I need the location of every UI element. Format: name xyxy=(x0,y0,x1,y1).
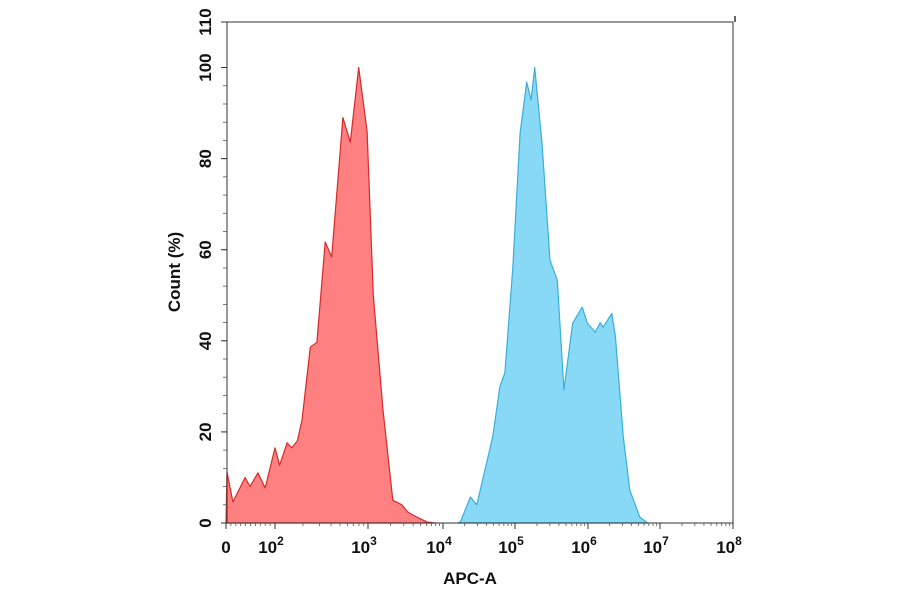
histogram-series-0 xyxy=(225,66,437,524)
x-tick-label: 107 xyxy=(643,534,669,557)
y-tick-label: 20 xyxy=(196,422,215,441)
histogram-series-1 xyxy=(456,66,649,524)
x-tick-label: 104 xyxy=(426,534,452,557)
x-tick-label: 102 xyxy=(258,534,284,557)
y-axis-title: Count (%) xyxy=(165,232,184,312)
y-tick-label: 80 xyxy=(196,149,215,168)
plot-frame xyxy=(226,21,734,524)
x-tick-label: 0 xyxy=(221,538,230,557)
y-tick-label: 40 xyxy=(196,331,215,350)
y-axis-ticks: 0 20 40 60 80 100 110 xyxy=(196,8,227,528)
y-tick-label: 60 xyxy=(196,240,215,259)
series-layer xyxy=(225,66,649,524)
x-tick-label: 105 xyxy=(498,534,524,557)
x-tick-label: 106 xyxy=(571,534,597,557)
axes xyxy=(226,16,736,524)
x-tick-label: 108 xyxy=(716,534,742,557)
y-tick-label: 100 xyxy=(196,53,215,81)
x-axis-title: APC-A xyxy=(443,569,497,588)
x-tick-label: 103 xyxy=(351,534,377,557)
y-tick-label: 110 xyxy=(196,8,215,35)
y-tick-label: 0 xyxy=(196,518,215,527)
x-axis-ticks: 0 102 103 104 105 106 107 108 xyxy=(221,523,742,557)
